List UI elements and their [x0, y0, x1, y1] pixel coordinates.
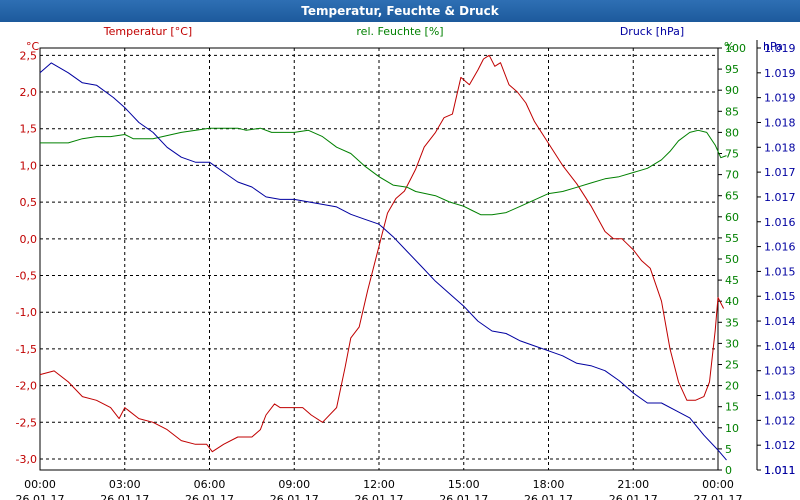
left-axis-tick-label: -2,0	[16, 380, 37, 393]
pressure-axis-tick-label: 1.013	[764, 390, 796, 403]
pressure-axis-tick-label: 1.011	[764, 464, 796, 477]
humidity-axis-tick-label: 0	[725, 464, 732, 477]
right-axis-humidity-unit: %	[724, 40, 734, 53]
pressure-axis-tick-label: 1.017	[764, 191, 796, 204]
humidity-axis-tick-label: 35	[725, 316, 739, 329]
x-tick-date: 26.01.17	[270, 493, 319, 500]
humidity-axis-tick-label: 45	[725, 274, 739, 287]
legend-pressure: Druck [hPa]	[620, 25, 684, 38]
x-tick-time: 21:00	[617, 478, 649, 491]
left-axis-tick-label: -0,5	[16, 270, 37, 283]
x-tick-date: 26.01.17	[439, 493, 488, 500]
x-tick-date: 27.01.17	[694, 493, 743, 500]
left-axis-tick-label: -3,0	[16, 453, 37, 466]
pressure-line	[39, 62, 727, 461]
humidity-axis-tick-label: 65	[725, 190, 739, 203]
left-axis-tick-label: 1,5	[20, 123, 38, 136]
temperature-line	[39, 54, 725, 453]
chart-area: Temperatur [°C] rel. Feuchte [%] Druck […	[16, 25, 796, 500]
x-tick-time: 12:00	[363, 478, 395, 491]
humidity-axis-tick-label: 40	[725, 295, 739, 308]
left-axis-tick-label: -1,5	[16, 343, 37, 356]
x-tick-date: 26.01.17	[355, 493, 404, 500]
x-tick-time: 00:00	[24, 478, 56, 491]
pressure-axis-tick-label: 1.018	[764, 141, 796, 154]
humidity-axis-tick-label: 25	[725, 359, 739, 372]
humidity-axis-tick-label: 70	[725, 169, 739, 182]
pressure-axis-tick-label: 1.016	[764, 216, 796, 229]
pressure-axis-tick-label: 1.015	[764, 265, 796, 278]
humidity-axis-tick-label: 80	[725, 126, 739, 139]
pressure-axis-tick-label: 1.017	[764, 166, 796, 179]
x-tick-time: 06:00	[194, 478, 226, 491]
window-title: Temperatur, Feuchte & Druck	[0, 0, 800, 22]
left-axis-tick-label: 0,0	[20, 233, 38, 246]
x-tick-time: 00:00	[702, 478, 734, 491]
humidity-line	[40, 127, 727, 216]
pressure-axis-tick-label: 1.019	[764, 42, 796, 55]
humidity-axis-tick-label: 95	[725, 63, 739, 76]
humidity-axis-tick-label: 90	[725, 84, 739, 97]
x-tick-date: 26.01.17	[100, 493, 149, 500]
left-axis-unit: °C	[26, 40, 40, 53]
humidity-axis-tick-label: 60	[725, 211, 739, 224]
x-tick-time: 03:00	[109, 478, 141, 491]
x-tick-date: 26.01.17	[524, 493, 573, 500]
humidity-axis-tick-label: 30	[725, 337, 739, 350]
humidity-axis-tick-label: 10	[725, 422, 739, 435]
left-axis-tick-label: -1,0	[16, 306, 37, 319]
left-axis-tick-label: 0,5	[20, 196, 38, 209]
humidity-axis-tick-label: 5	[725, 443, 732, 456]
left-axis-tick-label: 1,0	[20, 159, 38, 172]
humidity-axis-tick-label: 75	[725, 148, 739, 161]
humidity-axis-tick-label: 100	[725, 42, 746, 55]
pressure-axis-tick-label: 1.012	[764, 414, 796, 427]
right-axis-pressure-unit: hPa	[763, 40, 783, 53]
left-axis-tick-label: 2,5	[20, 49, 38, 62]
x-tick-date: 26.01.17	[609, 493, 658, 500]
pressure-axis-tick-label: 1.019	[764, 92, 796, 105]
humidity-axis-tick-label: 85	[725, 105, 739, 118]
x-tick-time: 18:00	[533, 478, 565, 491]
humidity-axis-tick-label: 15	[725, 401, 739, 414]
humidity-axis-tick-label: 20	[725, 380, 739, 393]
pressure-axis-tick-label: 1.014	[764, 340, 796, 353]
pressure-axis-tick-label: 1.011	[764, 464, 796, 477]
pressure-axis-tick-label: 1.013	[764, 365, 796, 378]
pressure-axis-tick-label: 1.019	[764, 67, 796, 80]
left-axis-tick-label: -2,5	[16, 416, 37, 429]
x-tick-date: 26.01.17	[185, 493, 234, 500]
x-tick-date: 26.01.17	[16, 493, 65, 500]
pressure-axis-tick-label: 1.014	[764, 315, 796, 328]
x-tick-time: 15:00	[448, 478, 480, 491]
legend-humidity: rel. Feuchte [%]	[356, 25, 443, 38]
humidity-axis-tick-label: 50	[725, 253, 739, 266]
left-axis-tick-label: 2,0	[20, 86, 38, 99]
pressure-axis-tick-label: 1.015	[764, 290, 796, 303]
pressure-axis-tick-label: 1.016	[764, 241, 796, 254]
pressure-axis-tick-label: 1.018	[764, 116, 796, 129]
humidity-axis-tick-label: 55	[725, 232, 739, 245]
legend-temperature: Temperatur [°C]	[103, 25, 192, 38]
x-tick-time: 09:00	[278, 478, 310, 491]
pressure-axis-tick-label: 1.012	[764, 439, 796, 452]
